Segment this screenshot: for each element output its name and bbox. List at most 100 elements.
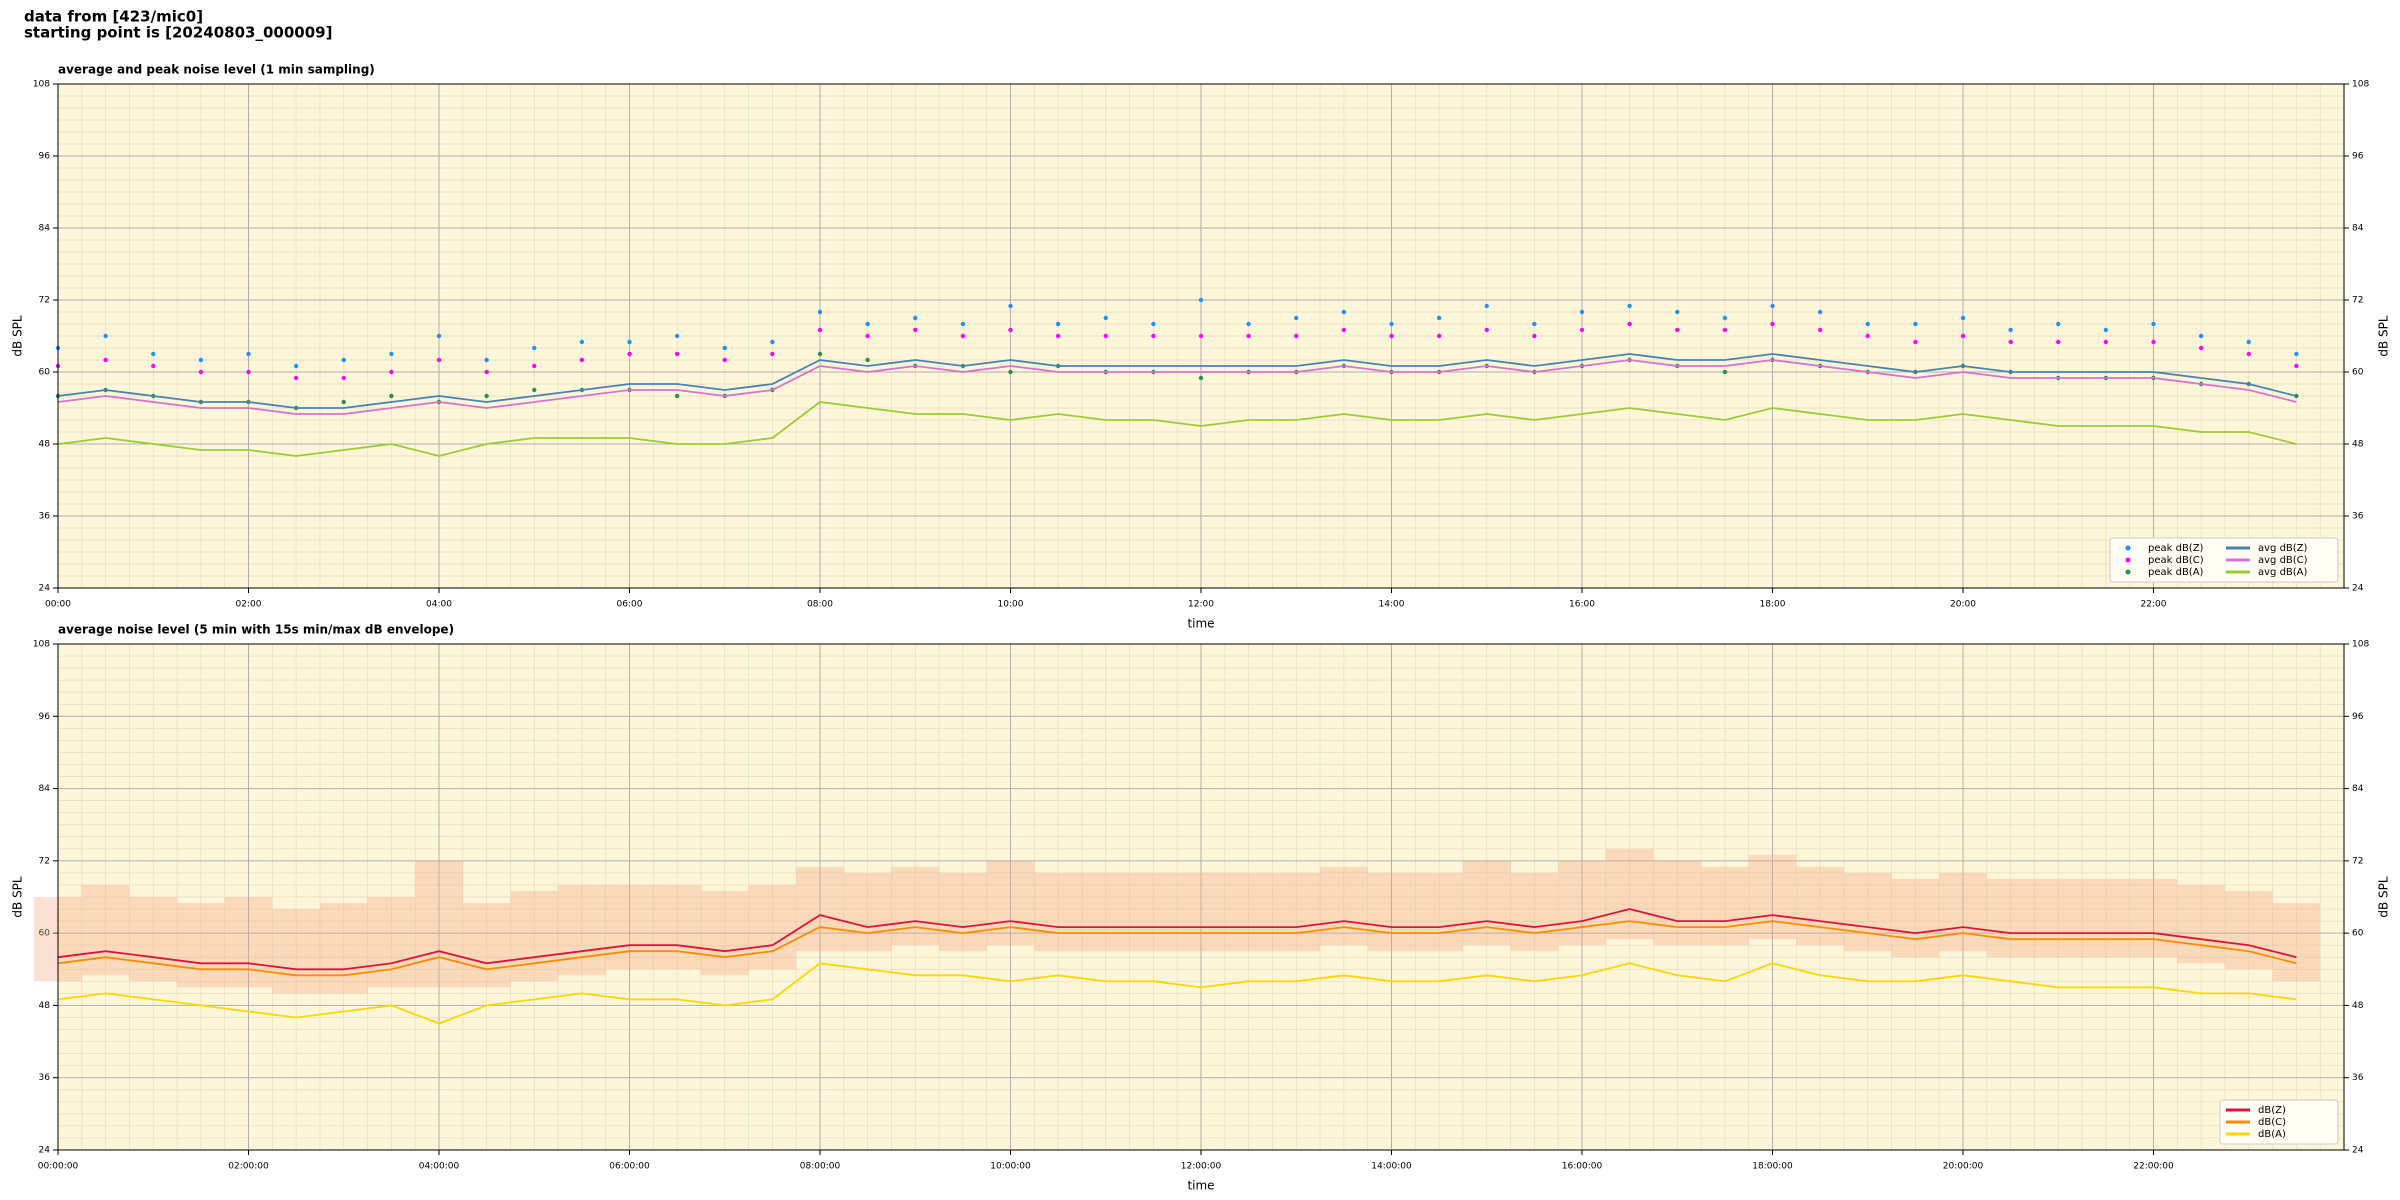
peak-point (1770, 303, 1775, 309)
envelope-band (1605, 848, 1654, 940)
envelope-band (129, 897, 178, 982)
peak-point (1436, 315, 1442, 321)
y-tick-label: 60 (2352, 929, 2364, 939)
peak-point (1579, 309, 1585, 315)
x-tick-label: 14:00:00 (1371, 1162, 1412, 1172)
envelope-band (1177, 872, 1225, 952)
envelope-band (462, 903, 511, 988)
y-tick-label: 60 (2352, 368, 2364, 378)
envelope-band (319, 903, 368, 994)
envelope-band (2224, 890, 2273, 970)
envelope-band (1796, 866, 1844, 946)
peak-point (341, 357, 346, 363)
envelope-band (1462, 860, 1511, 946)
legend-label: peak dB(C) (2148, 555, 2204, 566)
y-tick-label: 108 (33, 80, 50, 90)
envelope-band (891, 866, 940, 946)
legend-swatch (2125, 569, 2131, 575)
peak-point (436, 357, 442, 363)
envelope-band (1939, 872, 1987, 952)
x-axis-label: time (1187, 1179, 1214, 1193)
y-tick-label: 108 (2352, 80, 2369, 90)
peak-point (293, 375, 299, 381)
peak-point (1627, 321, 1632, 327)
peak-point (484, 393, 489, 399)
peak-point (389, 393, 394, 399)
peak-point (2246, 351, 2251, 357)
peak-point (1341, 327, 1347, 333)
series-line (57, 908, 2297, 971)
y-tick-label: 84 (39, 224, 51, 234)
y-tick-label: 48 (39, 1001, 51, 1011)
peak-point (1960, 333, 1966, 339)
envelope-band (1081, 872, 1130, 952)
peak-point (436, 333, 442, 339)
chart-title: average and peak noise level (1 min samp… (58, 63, 375, 77)
peak-point (817, 351, 823, 357)
peak-point (1675, 309, 1680, 315)
peak-point (246, 351, 251, 357)
peak-point (865, 333, 870, 339)
envelope-band (748, 884, 797, 970)
legend-box (2109, 537, 2339, 583)
x-tick-label: 04:00 (426, 600, 452, 610)
peak-point (1913, 339, 1918, 345)
peak-point (817, 327, 823, 333)
header-line: data from [423/mic0] (24, 8, 203, 26)
peak-point (1484, 327, 1489, 333)
legend-label: avg dB(A) (2258, 567, 2308, 578)
peak-point (1389, 333, 1394, 339)
envelope-band (1510, 872, 1559, 952)
legend-label: avg dB(C) (2258, 555, 2308, 566)
y-tick-label: 48 (2352, 440, 2364, 450)
peak-point (1532, 333, 1537, 339)
envelope-band (1748, 854, 1797, 940)
envelope-band (367, 897, 416, 988)
peak-point (2246, 339, 2251, 345)
peak-point (1817, 327, 1823, 333)
peak-point (1579, 327, 1585, 333)
y-tick-label: 24 (39, 1146, 51, 1156)
series-line (57, 401, 2297, 457)
legend-label: dB(C) (2258, 1117, 2286, 1128)
peak-point (1103, 315, 1108, 321)
y-tick-label: 84 (2352, 224, 2364, 234)
y-tick-label: 96 (2352, 712, 2364, 722)
envelope-band (1558, 860, 1606, 946)
y-tick-label: 48 (2352, 1001, 2364, 1011)
peak-point (674, 351, 680, 357)
peak-point (293, 363, 299, 369)
peak-point (1246, 333, 1251, 339)
envelope-band (1224, 872, 1273, 952)
peak-point (1722, 327, 1728, 333)
x-tick-label: 08:00 (807, 600, 833, 610)
legend-label: dB(A) (2258, 1129, 2286, 1140)
peak-point (2198, 333, 2204, 339)
envelope-band (1701, 866, 1749, 946)
envelope-band (81, 884, 130, 976)
y-tick-label: 84 (39, 784, 51, 794)
envelope-band (224, 897, 273, 988)
x-tick-label: 00:00 (45, 600, 71, 610)
peak-point (1294, 315, 1299, 321)
peak-point (389, 369, 394, 375)
peak-point (532, 363, 537, 369)
envelope-band (2177, 884, 2225, 964)
envelope-band (939, 872, 987, 952)
peak-point (246, 369, 251, 375)
x-tick-label: 20:00:00 (1943, 1162, 1984, 1172)
peak-point (1246, 321, 1251, 327)
peak-point (1341, 309, 1347, 315)
peak-point (722, 357, 727, 363)
y-axis-label: dB SPL (2377, 876, 2391, 918)
x-tick-label: 22:00:00 (2133, 1162, 2174, 1172)
peak-point (2008, 339, 2013, 345)
legend-swatch (2125, 545, 2131, 551)
envelope-band (796, 866, 844, 952)
peak-point (1198, 375, 1204, 381)
y-tick-label: 48 (39, 440, 51, 450)
peak-point (2103, 327, 2109, 333)
y-axis-label: dB SPL (2377, 315, 2391, 357)
